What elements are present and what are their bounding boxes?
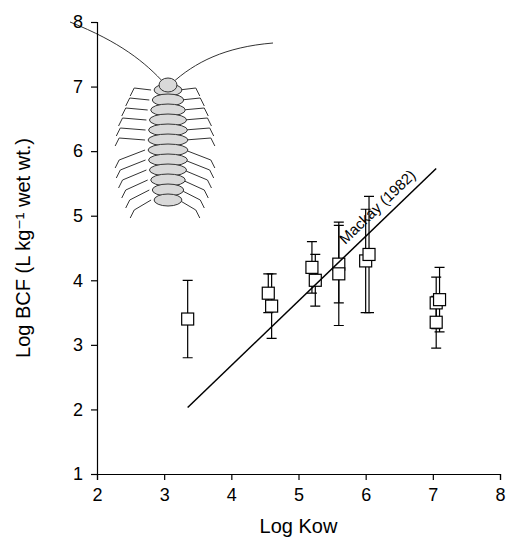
y-axis: 1 2 3 4 5 6 7 8	[73, 12, 98, 484]
data-point	[306, 261, 318, 273]
axis-line	[91, 23, 98, 475]
amphipod-illustration	[70, 22, 273, 218]
data-point	[266, 300, 278, 312]
tick-mark	[91, 474, 97, 475]
tick: 8	[495, 474, 505, 505]
tick-mark	[164, 474, 165, 480]
tick-label: 6	[361, 485, 371, 505]
data-point	[363, 248, 375, 260]
tick: 1	[73, 464, 97, 484]
tick-label: 5	[294, 485, 304, 505]
tick-label: 2	[92, 485, 102, 505]
tick-label: 1	[73, 464, 83, 484]
tick-label: 6	[73, 141, 83, 161]
tick-label: 7	[73, 77, 83, 97]
tick: 4	[73, 271, 97, 291]
body-segment	[154, 194, 182, 206]
tick: 2	[92, 474, 102, 505]
reference-line	[188, 169, 437, 408]
tick-mark	[500, 474, 501, 480]
antenna	[70, 22, 165, 84]
tick-mark	[366, 474, 367, 480]
data-point	[182, 313, 194, 325]
tick: 3	[73, 335, 97, 355]
tick-mark	[91, 151, 97, 152]
tick-mark	[298, 474, 299, 480]
tick-mark	[91, 409, 97, 410]
data-point	[434, 294, 446, 306]
tick-label: 7	[428, 485, 438, 505]
tick-mark	[231, 474, 232, 480]
tick-label: 8	[495, 485, 505, 505]
tick: 7	[73, 77, 97, 97]
tick-label: 8	[73, 12, 83, 32]
tick: 3	[160, 474, 170, 505]
chart: 234567812345678Mackay (1982)Log KowLog B…	[0, 0, 518, 547]
tick: 2	[73, 400, 97, 420]
tick: 6	[361, 474, 371, 505]
tick: 5	[73, 206, 97, 226]
error-bar	[183, 280, 193, 357]
tick-label: 4	[227, 485, 237, 505]
tick-label: 5	[73, 206, 83, 226]
tick-mark	[91, 22, 97, 23]
tick-label: 4	[73, 271, 83, 291]
tick: 5	[294, 474, 304, 505]
line-label: Mackay (1982)	[335, 166, 418, 247]
tick: 4	[227, 474, 237, 505]
error-bar	[267, 274, 277, 339]
data-point	[333, 268, 345, 280]
tick-mark	[91, 280, 97, 281]
tick-label: 3	[73, 335, 83, 355]
tick-label: 2	[73, 400, 83, 420]
tick-label: 3	[160, 485, 170, 505]
x-axis: 2 3 4 5 6 7 8	[92, 474, 505, 505]
tick: 8	[73, 12, 97, 32]
head	[159, 78, 177, 92]
data-point	[430, 316, 442, 328]
x-axis-title: Log Kow	[260, 515, 338, 537]
tick-mark	[433, 474, 434, 480]
tick-mark	[91, 216, 97, 217]
tick: 7	[428, 474, 438, 505]
plot: 234567812345678Mackay (1982)	[70, 12, 506, 505]
marks	[182, 169, 446, 408]
antenna	[171, 43, 273, 84]
tick: 6	[73, 141, 97, 161]
tick-mark	[91, 86, 97, 87]
y-axis-title: Log BCF (L kg⁻¹ wet wt.)	[12, 138, 34, 358]
data-point	[262, 287, 274, 299]
axis-line	[98, 475, 501, 481]
tick-mark	[91, 345, 97, 346]
